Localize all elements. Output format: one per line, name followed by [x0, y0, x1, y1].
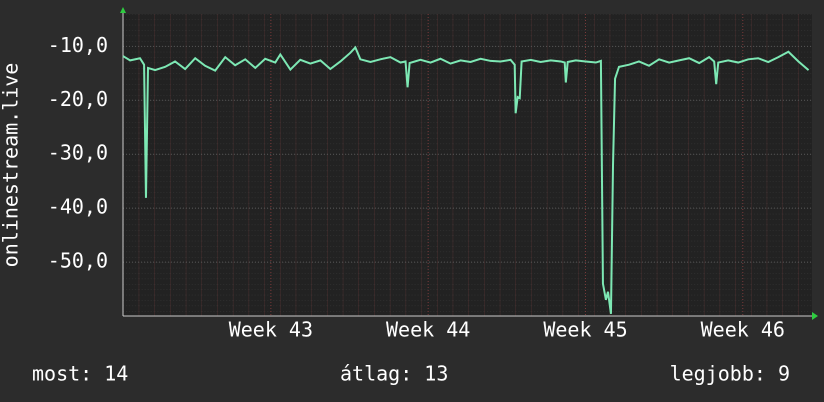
x-tick-label: Week 44 [386, 318, 470, 342]
footer-text: most: 14 [32, 362, 128, 386]
y-tick-label: -30,0 [48, 141, 108, 165]
y-tick-label: -40,0 [48, 195, 108, 219]
axis-arrow [812, 312, 818, 320]
data-line [122, 45, 810, 314]
y-tick-label: -50,0 [48, 249, 108, 273]
axis-arrow [120, 7, 126, 13]
y-tick-label: -20,0 [48, 87, 108, 111]
grid [123, 14, 812, 316]
x-tick-label: Week 43 [229, 318, 313, 342]
y-tick-label: -10,0 [48, 33, 108, 57]
footer-text: legjobb: 9 [670, 362, 790, 386]
x-tick-label: Week 45 [543, 318, 627, 342]
x-tick-label: Week 46 [701, 318, 785, 342]
y-axis-label: onlinestream.live [0, 63, 23, 268]
footer-text: átlag: 13 [340, 362, 448, 386]
